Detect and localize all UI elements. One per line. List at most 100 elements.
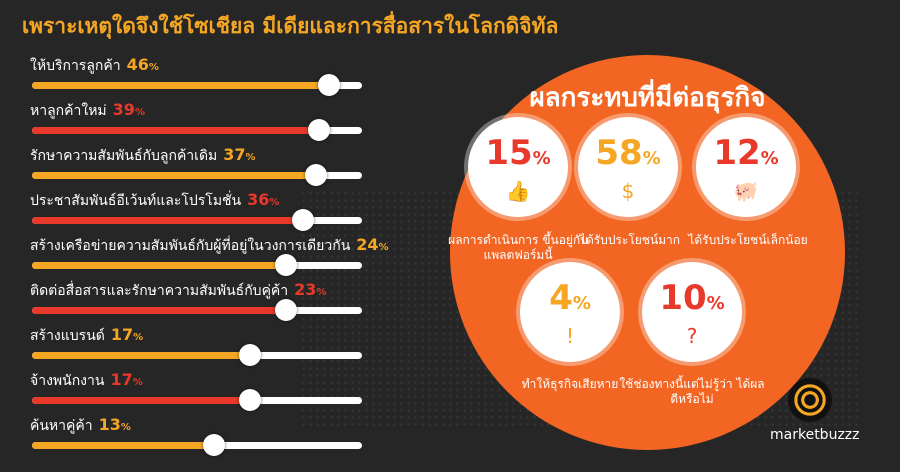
reason-track [32, 119, 362, 141]
reason-percent: 13% [99, 415, 131, 434]
impact-value: 12% [696, 133, 796, 173]
reason-row: ค้นหาคู่ค้า 13% [28, 415, 362, 460]
impact-title: ผลกระทบที่มีต่อธุรกิจ [529, 83, 766, 113]
reason-track [32, 389, 362, 411]
reason-unit: % [148, 62, 159, 73]
reason-percent: 17% [110, 370, 142, 389]
impact-unit: % [706, 293, 725, 314]
reason-text: สร้างแบรนด์ [30, 328, 105, 344]
reason-row: จ้างพนักงาน 17% [28, 370, 362, 415]
reason-row: สร้างแบรนด์ 17% [28, 325, 362, 370]
reason-track [32, 299, 362, 321]
reason-knob [304, 164, 327, 186]
reason-text: รักษาความสัมพันธ์กับลูกค้าเดิม [30, 148, 218, 164]
reason-value: 17 [110, 325, 134, 344]
reason-label: สร้างเครือข่ายความสัมพันธ์กับผู้ที่อยู่ใ… [30, 235, 389, 257]
reason-row: ประชาสัมพันธ์อีเว้นท์และโปรโมชั่น 36% [28, 190, 362, 235]
reason-row: ติดต่อสื่อสารและรักษาความสัมพันธ์กับคู่ค… [28, 280, 362, 325]
reason-track [32, 434, 362, 456]
impact-stat: 12% 🐖 [696, 117, 796, 217]
reason-fill [32, 82, 329, 89]
reason-unit: % [316, 287, 327, 298]
reason-row: รักษาความสัมพันธ์กับลูกค้าเดิม 37% [28, 145, 362, 190]
reason-percent: 46% [127, 55, 159, 74]
reason-text: ประชาสัมพันธ์อีเว้นท์และโปรโมชั่น [30, 193, 242, 209]
reason-fill [32, 442, 214, 449]
reason-knob [275, 299, 298, 321]
impact-number: 58 [595, 133, 643, 173]
reason-unit: % [378, 242, 389, 253]
reason-text: ค้นหาคู่ค้า [30, 418, 93, 434]
marketbuzzz-logo-icon [788, 378, 832, 422]
reason-value: 24 [356, 235, 379, 254]
reason-track [32, 164, 362, 186]
reason-fill [32, 127, 320, 134]
impact-unit: % [760, 148, 779, 169]
impact-caption: ได้รับประโยชน์มาก [579, 233, 681, 247]
reason-percent: 36% [247, 190, 279, 209]
impact-stat: 15% 👍 [468, 117, 568, 217]
reason-label: ค้นหาคู่ค้า 13% [30, 415, 131, 437]
impact-number: 10 [659, 278, 707, 318]
reason-text: จ้างพนักงาน [30, 373, 105, 389]
impact-value: 15% [468, 133, 568, 173]
reason-fill [32, 307, 287, 314]
reason-knob [318, 74, 340, 96]
reason-value: 46 [126, 55, 149, 74]
question-person-icon: ? [686, 324, 698, 348]
impact-stat: 10%? [642, 262, 742, 362]
reason-knob [238, 344, 261, 366]
alert-bubble-icon: ! [565, 324, 575, 348]
reason-track [32, 254, 362, 276]
reason-label: หาลูกค้าใหม่ 39% [30, 100, 145, 122]
impact-unit: % [532, 148, 551, 169]
reason-track [32, 344, 362, 366]
reason-text: สร้างเครือข่ายความสัมพันธ์กับผู้ที่อยู่ใ… [30, 238, 351, 254]
reason-unit: % [134, 107, 145, 118]
reason-unit: % [269, 197, 280, 208]
reason-fill [32, 397, 250, 404]
impact-value: 10% [642, 278, 742, 318]
reason-unit: % [245, 152, 256, 163]
page-title: เพราะเหตุใดจึงใช้โซเชียล มีเดียและการสื่… [22, 14, 559, 38]
impact-caption: ใช้ช่องทางนี้แต่ไม่รู้ว่า ได้ผลดีหรือไม่ [619, 377, 765, 406]
reason-knob [308, 119, 331, 141]
reason-value: 37 [223, 145, 246, 164]
impact-caption: ได้รับประโยชน์เล็กน้อย [688, 233, 808, 247]
reason-text: ให้บริการลูกค้า [30, 58, 121, 74]
reason-label: ให้บริการลูกค้า 46% [30, 55, 159, 77]
reason-value: 17 [110, 370, 133, 389]
impact-stat: 58% $ [578, 117, 678, 217]
impact-value: 4% [520, 278, 620, 318]
reason-value: 36 [247, 190, 270, 209]
reason-label: ติดต่อสื่อสารและรักษาความสัมพันธ์กับคู่ค… [30, 280, 326, 302]
impact-value: 58% [578, 133, 678, 173]
thumbs-up-icon: 👍 [505, 179, 531, 203]
impact-unit: % [572, 293, 591, 314]
reason-unit: % [133, 332, 144, 343]
reason-knob [275, 254, 298, 276]
impact-caption: ทำให้ธุรกิจเสียหาย [521, 377, 619, 391]
reason-row: ให้บริการลูกค้า 46% [28, 55, 362, 100]
impact-number: 12 [713, 133, 761, 173]
impact-caption: ผลการดำเนินการ ขึ้นอยู่กับแพลตฟอร์มนี้ [448, 233, 588, 262]
reason-value: 13 [98, 415, 121, 434]
reason-unit: % [132, 377, 143, 388]
reason-unit: % [120, 422, 131, 433]
piggy-bank-icon: 🐖 [733, 179, 759, 203]
reason-percent: 23% [294, 280, 326, 299]
reason-knob [202, 434, 225, 456]
reason-label: จ้างพนักงาน 17% [30, 370, 143, 392]
reason-track [32, 74, 362, 96]
reason-value: 23 [294, 280, 317, 299]
reason-knob [238, 389, 261, 411]
impact-number: 15 [485, 133, 533, 173]
impact-circle: ผลกระทบที่มีต่อธุรกิจ 15% 👍 ผลการดำเนินการ… [448, 55, 845, 450]
reason-label: ประชาสัมพันธ์อีเว้นท์และโปรโมชั่น 36% [30, 190, 279, 212]
reason-text: หาลูกค้าใหม่ [30, 103, 107, 119]
reason-value: 39 [112, 100, 135, 119]
reason-label: สร้างแบรนด์ 17% [30, 325, 143, 347]
reason-knob [291, 209, 314, 231]
reason-fill [32, 352, 250, 359]
reason-fill [32, 262, 287, 269]
